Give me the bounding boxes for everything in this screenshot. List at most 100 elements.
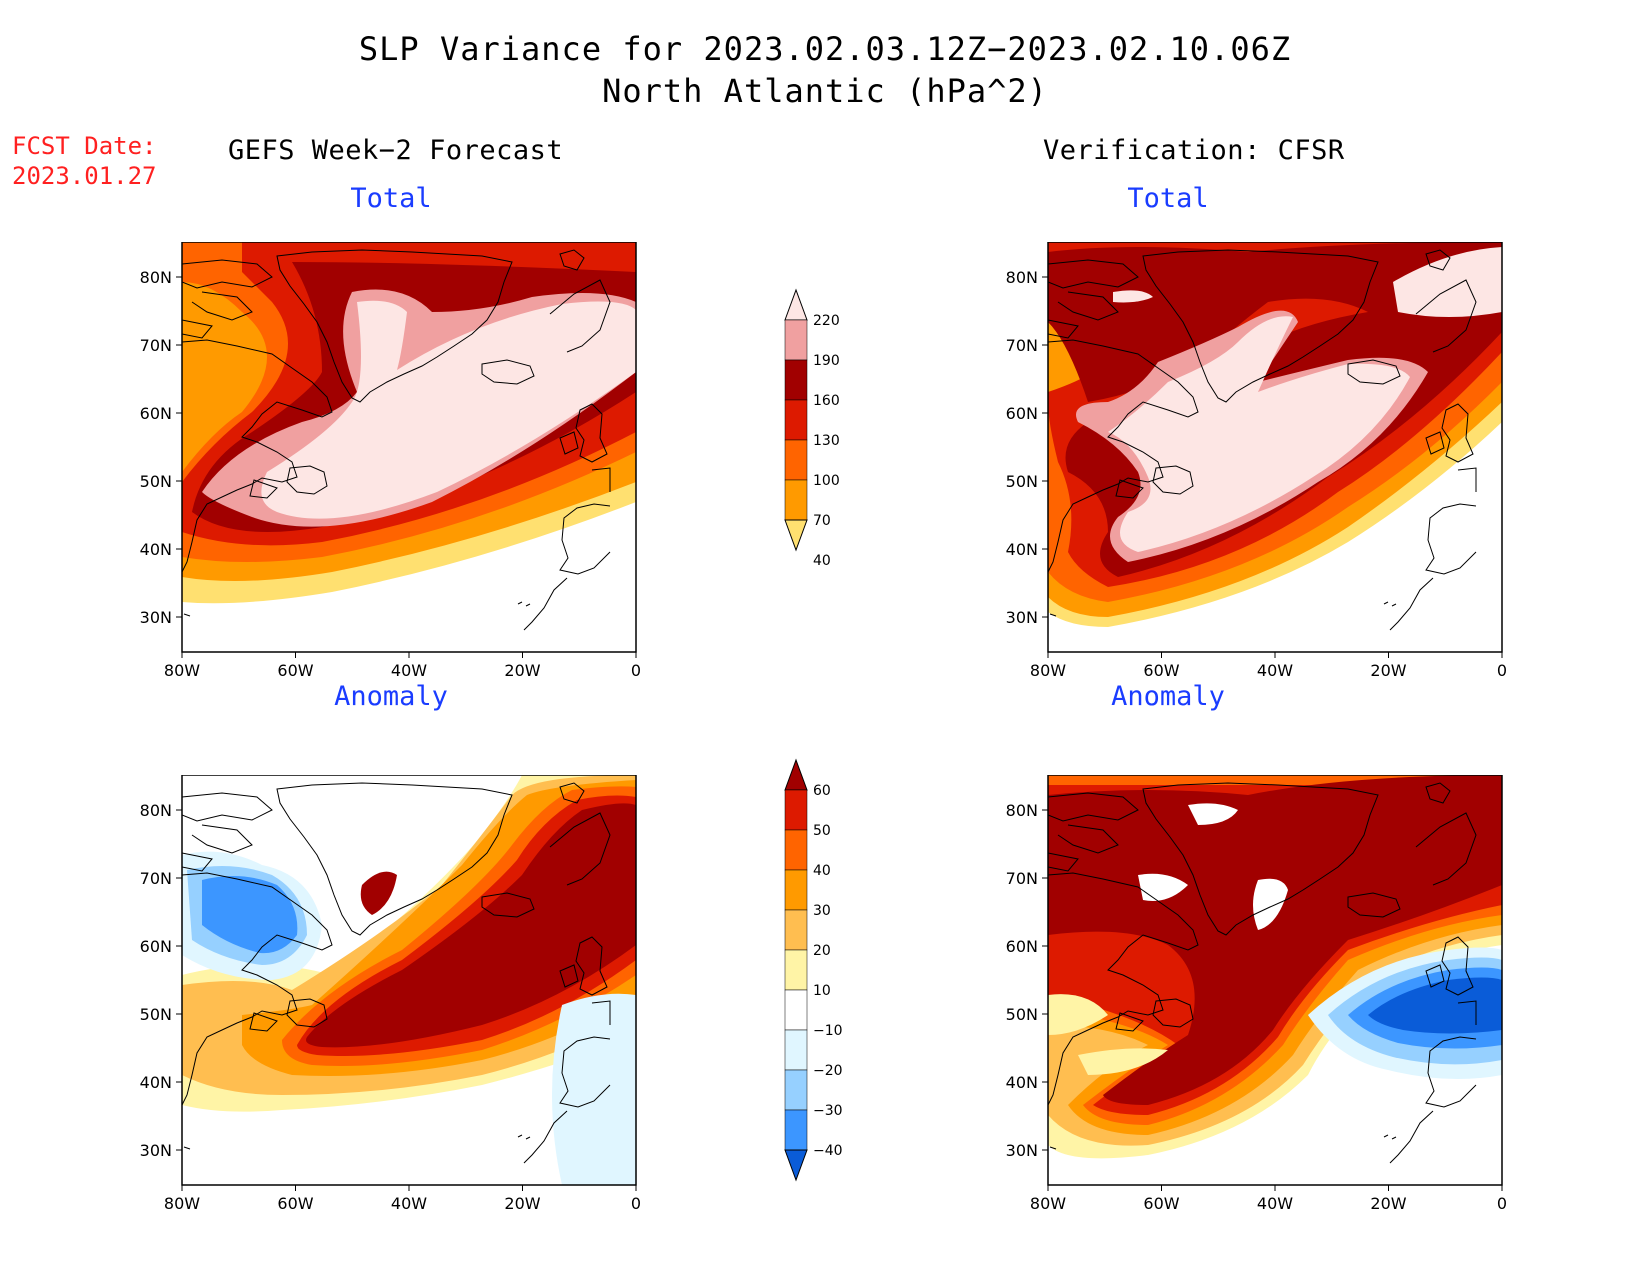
gefs-total-subtitle: Total — [350, 183, 432, 214]
lon-tick-label: 60W — [277, 661, 313, 680]
colorbar-label: 10 — [813, 983, 831, 999]
colorbar-segment — [784, 949, 808, 991]
cfsr-anomaly-subtitle: Anomaly — [1111, 681, 1225, 712]
lon-tick-label: 0 — [631, 661, 641, 680]
gefs-column-title: GEFS Week−2 Forecast — [228, 135, 564, 166]
colorbar-segment — [784, 789, 808, 831]
lon-tick-label: 80W — [164, 661, 200, 680]
lat-tick-label: 50N — [1006, 1005, 1038, 1024]
lon-tick-label: 20W — [504, 661, 540, 680]
anomaly-colorbar: 60 50 40 30 20 10 −10 −20 −30 −40 — [784, 758, 843, 1182]
lon-tick-label: 60W — [1143, 661, 1179, 680]
colorbar-label: −30 — [813, 1103, 843, 1119]
lat-tick-label: 60N — [1006, 937, 1038, 956]
lat-tick-label: 50N — [140, 472, 172, 491]
colorbar-segment — [784, 909, 808, 951]
colorbar-bottom-triangle — [784, 1149, 808, 1182]
colorbar-label: 160 — [813, 393, 840, 409]
lat-tick-label: 80N — [140, 268, 172, 287]
lon-tick-label: 20W — [504, 1194, 540, 1213]
colorbar-label: −10 — [813, 1023, 843, 1039]
cfsr-total-field-6 — [1108, 316, 1410, 552]
lat-tick-label: 30N — [1006, 608, 1038, 627]
lon-tick-label: 80W — [1030, 1194, 1066, 1213]
colorbar-label: 100 — [813, 473, 840, 489]
lat-tick-label: 50N — [1006, 472, 1038, 491]
colorbar-label: −20 — [813, 1063, 843, 1079]
figure-subtitle: North Atlantic (hPa^2) — [602, 72, 1048, 110]
lat-tick-label: 80N — [140, 801, 172, 820]
lat-tick-label: 40N — [140, 1073, 172, 1092]
cfsr-total-subtitle: Total — [1127, 183, 1209, 214]
forecast-date-value: 2023.01.27 — [12, 162, 157, 190]
cfsr-total-field-7 — [1113, 290, 1153, 303]
gefs-total-map: 80W 60W 40W 20W 0 80N 70N 60N 50N 40N 30N — [140, 242, 641, 680]
lon-tick-label: 80W — [1030, 661, 1066, 680]
lon-tick-label: 40W — [1257, 1194, 1293, 1213]
lon-tick-label: 0 — [1497, 661, 1507, 680]
gefs-anomaly-field-5 — [306, 803, 636, 1048]
colorbar-segment — [784, 829, 808, 871]
cfsr-anomaly-field-6 — [1188, 803, 1238, 825]
gefs-anomaly-map: 80W 60W 40W 20W 0 80N 70N 60N 50N 40N 30N — [140, 775, 641, 1213]
colorbar-segment — [784, 1069, 808, 1111]
lat-tick-label: 70N — [1006, 869, 1038, 888]
figure-title: SLP Variance for 2023.02.03.12Z−2023.02.… — [358, 30, 1292, 68]
lat-tick-label: 70N — [140, 869, 172, 888]
colorbar-bottom-triangle — [784, 519, 808, 552]
lon-tick-label: 40W — [1257, 661, 1293, 680]
lat-tick-label: 60N — [140, 404, 172, 423]
lat-tick-label: 80N — [1006, 801, 1038, 820]
gefs-anomaly-field-11 — [182, 985, 233, 1052]
colorbar-segment — [784, 319, 808, 361]
lon-tick-label: 60W — [277, 1194, 313, 1213]
lon-tick-label: 80W — [164, 1194, 200, 1213]
lon-tick-label: 60W — [1143, 1194, 1179, 1213]
colorbar-segment — [784, 439, 808, 481]
colorbar-label: 190 — [813, 353, 840, 369]
colorbar-label: 220 — [813, 313, 840, 329]
total-colorbar: 220 190 160 130 100 70 40 — [784, 288, 840, 569]
lat-tick-label: 40N — [1006, 540, 1038, 559]
cfsr-anomaly-field-10 — [1078, 1048, 1168, 1075]
gefs-anomaly-subtitle: Anomaly — [334, 681, 448, 712]
colorbar-segment — [784, 359, 808, 401]
gefs-anomaly-field-6 — [360, 871, 397, 915]
colorbar-segment — [784, 1109, 808, 1151]
colorbar-top-triangle — [784, 288, 808, 321]
lat-tick-label: 40N — [1006, 1073, 1038, 1092]
colorbar-label: 30 — [813, 903, 831, 919]
lat-tick-label: 30N — [140, 608, 172, 627]
cfsr-anomaly-field-7 — [1138, 873, 1188, 901]
colorbar-segment — [784, 479, 808, 521]
colorbar-label: 40 — [813, 553, 831, 569]
gefs-total-field-6 — [261, 300, 636, 519]
colorbar-label: 70 — [813, 513, 831, 529]
cfsr-anomaly-field-9 — [1048, 994, 1108, 1035]
gefs-anomaly-field-10 — [552, 993, 636, 1185]
lon-tick-label: 0 — [1497, 1194, 1507, 1213]
colorbar-label: 20 — [813, 943, 831, 959]
lat-tick-label: 30N — [1006, 1141, 1038, 1160]
colorbar-segment — [784, 399, 808, 441]
cfsr-anomaly-field-5 — [1048, 775, 1502, 1105]
colorbar-top-triangle — [784, 758, 808, 791]
lat-tick-label: 70N — [1006, 336, 1038, 355]
lon-tick-label: 40W — [391, 661, 427, 680]
colorbar-label: 130 — [813, 433, 840, 449]
cfsr-anomaly-field-8 — [1253, 878, 1288, 930]
forecast-date-label: FCST Date: — [12, 132, 157, 160]
lon-tick-label: 40W — [391, 1194, 427, 1213]
colorbar-segment — [784, 869, 808, 911]
cfsr-column-title: Verification: CFSR — [1043, 135, 1345, 166]
lon-tick-label: 0 — [631, 1194, 641, 1213]
lat-tick-label: 40N — [140, 540, 172, 559]
lon-tick-label: 20W — [1370, 661, 1406, 680]
cfsr-anomaly-field-14 — [1368, 977, 1502, 1034]
colorbar-segment — [784, 989, 808, 1031]
cfsr-total-map: 80W 60W 40W 20W 0 80N 70N 60N 50N 40N 30N — [1006, 242, 1507, 680]
lat-tick-label: 70N — [140, 336, 172, 355]
lat-tick-label: 60N — [1006, 404, 1038, 423]
lat-tick-label: 30N — [140, 1141, 172, 1160]
colorbar-label: 50 — [813, 823, 831, 839]
